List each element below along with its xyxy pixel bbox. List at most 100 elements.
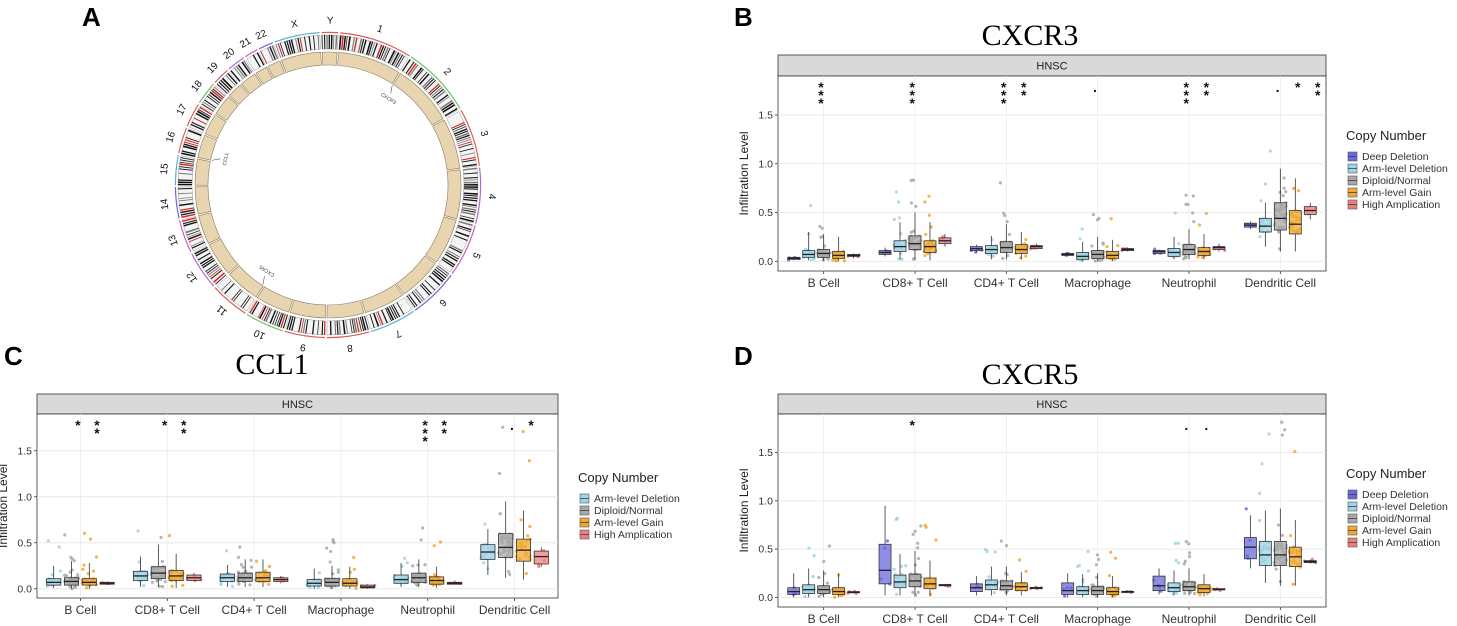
box-arm_gain	[255, 571, 271, 582]
jitter-point	[820, 226, 824, 230]
chromosome-inner-ring	[255, 66, 273, 85]
jitter-point	[1293, 450, 1297, 454]
jitter-point	[438, 540, 442, 544]
jitter-point	[1101, 242, 1105, 246]
jitter-point	[909, 230, 913, 234]
jitter-point	[81, 567, 85, 571]
cytoband	[463, 192, 478, 195]
cytoband	[437, 265, 450, 275]
cytoband	[461, 207, 477, 211]
cytoband	[213, 272, 225, 283]
jitter-point	[1019, 256, 1023, 260]
chromosome-ideogram	[248, 299, 289, 329]
jitter-point	[1191, 211, 1195, 215]
cytoband	[361, 316, 367, 331]
jitter-point	[1001, 256, 1005, 260]
chromosome-outer-arc	[214, 69, 228, 83]
significance-glyph: *	[818, 95, 824, 111]
jitter-point	[1114, 556, 1118, 560]
x-tick-label: Macrophage	[1064, 612, 1131, 626]
chromosome-label-6: 6	[436, 296, 448, 308]
legend-label-deep: Deep Deletion	[1362, 489, 1429, 501]
cytoband	[193, 117, 207, 125]
y-tick-label: 1.0	[758, 158, 773, 170]
jitter-point	[998, 181, 1002, 185]
significance-marker: **	[1204, 79, 1210, 103]
jitter-point	[911, 532, 915, 536]
significance-glyph: .	[510, 417, 514, 433]
x-tick-label: Neutrophil	[400, 603, 455, 617]
jitter-point	[46, 539, 50, 543]
jitter-point	[1109, 217, 1113, 221]
cytoband	[235, 65, 246, 78]
cytoband	[355, 317, 360, 332]
chromosome-label-21: 21	[238, 36, 254, 51]
jitter-point	[159, 535, 163, 540]
cytoband	[210, 269, 223, 280]
jitter-point	[896, 200, 901, 204]
jitter-point	[336, 568, 340, 572]
chromosome-label-x: X	[290, 18, 299, 30]
jitter-point	[993, 550, 997, 554]
jitter-point	[82, 563, 86, 567]
cytoband	[237, 64, 248, 77]
chromosome-outer-arc	[370, 310, 414, 332]
chromosome-ideogram	[193, 245, 227, 285]
panel-letter-a: A	[82, 2, 101, 32]
chromosome-inner-ring	[289, 299, 326, 319]
jitter-point	[405, 561, 410, 565]
jitter-point	[58, 569, 62, 573]
cytoband	[180, 207, 195, 211]
x-tick-label: CD8+ T Cell	[135, 603, 200, 617]
significance-marker: **	[181, 417, 187, 441]
jitter-point	[1274, 567, 1278, 571]
cytoband	[186, 230, 200, 236]
legend-title: Copy Number	[578, 470, 659, 485]
cytoband	[190, 123, 204, 131]
gene-marker-line	[390, 84, 393, 94]
cytoband	[338, 320, 341, 335]
chromosome-label-10: 10	[252, 326, 267, 341]
chromosome-outer-arc	[174, 155, 179, 186]
cytoband	[323, 35, 326, 50]
jitter-point	[354, 586, 358, 590]
y-tick-label: 0.5	[758, 544, 773, 556]
cytoband	[184, 139, 199, 145]
jitter-point	[507, 569, 511, 574]
cytoband	[179, 166, 194, 169]
jitter-point	[329, 549, 333, 554]
cytoband	[202, 101, 216, 111]
cytoband	[288, 39, 294, 54]
jitter-point	[308, 586, 312, 590]
significance-glyph: *	[442, 417, 448, 433]
cytoband	[321, 320, 324, 335]
chromosome-label-1: 1	[375, 23, 384, 35]
cytoband	[180, 211, 195, 216]
jitter-point	[894, 190, 898, 194]
significance-glyph: *	[1184, 79, 1190, 95]
cytoband	[367, 41, 374, 56]
cytoband	[444, 253, 458, 262]
jitter-point	[923, 254, 927, 258]
cytoband	[298, 318, 302, 333]
jitter-point	[526, 534, 530, 538]
cytoband	[323, 320, 326, 335]
cytoband	[461, 156, 476, 161]
cytoband	[207, 266, 220, 276]
cytoband	[463, 172, 478, 175]
jitter-point	[50, 573, 55, 577]
cytoband	[463, 177, 478, 179]
chromosome-label-8: 8	[346, 342, 353, 354]
cytoband	[388, 306, 397, 320]
panel-letter-b: B	[734, 2, 753, 32]
x-tick-label: Macrophage	[308, 603, 375, 617]
jitter-point	[983, 547, 988, 552]
cytoband	[231, 288, 241, 301]
x-tick-label: CD8+ T Cell	[882, 276, 947, 290]
chromosome-inner-ring	[396, 255, 436, 295]
significance-glyph: *	[1204, 87, 1210, 103]
chromosome-outer-arc	[460, 110, 480, 166]
cytoband	[334, 320, 337, 335]
cytoband	[249, 300, 258, 314]
significance-marker: *	[528, 417, 534, 433]
